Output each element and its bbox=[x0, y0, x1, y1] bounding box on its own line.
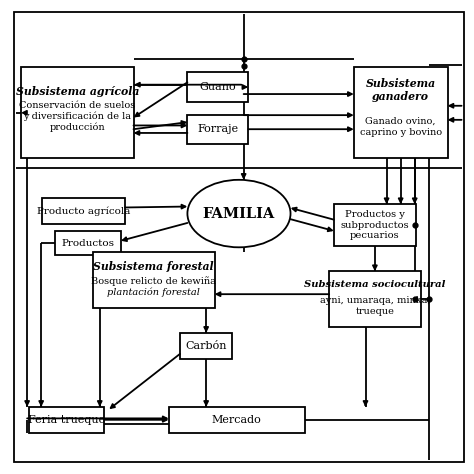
Text: Conservación de suelos
y diversificación de la
producción: Conservación de suelos y diversificación… bbox=[19, 101, 136, 132]
Text: Guano: Guano bbox=[200, 82, 236, 92]
FancyBboxPatch shape bbox=[28, 407, 104, 433]
Text: Productos y
subproductos
pecuarios: Productos y subproductos pecuarios bbox=[341, 210, 409, 240]
Text: Subsistema forestal: Subsistema forestal bbox=[93, 262, 214, 273]
Text: plantación forestal: plantación forestal bbox=[107, 288, 200, 297]
Text: FAMILIA: FAMILIA bbox=[203, 207, 275, 220]
Ellipse shape bbox=[187, 180, 291, 247]
FancyBboxPatch shape bbox=[354, 67, 447, 158]
Text: Subsistema
ganadero: Subsistema ganadero bbox=[365, 78, 436, 102]
Text: Forraje: Forraje bbox=[197, 124, 238, 134]
Text: ayni, umaraqa, minka,
trueque: ayni, umaraqa, minka, trueque bbox=[319, 296, 430, 316]
FancyBboxPatch shape bbox=[187, 73, 248, 101]
FancyBboxPatch shape bbox=[169, 407, 305, 433]
Text: Bosque relicto de kewiña: Bosque relicto de kewiña bbox=[91, 276, 216, 286]
Text: Subsistema sociocultural: Subsistema sociocultural bbox=[304, 280, 446, 289]
Text: Mercado: Mercado bbox=[212, 415, 262, 425]
FancyBboxPatch shape bbox=[21, 67, 134, 158]
FancyBboxPatch shape bbox=[187, 115, 248, 144]
FancyBboxPatch shape bbox=[334, 204, 416, 246]
FancyBboxPatch shape bbox=[14, 12, 464, 462]
FancyBboxPatch shape bbox=[42, 198, 125, 224]
Text: Ganado ovino,
caprino y bovino: Ganado ovino, caprino y bovino bbox=[360, 117, 442, 137]
Text: Carbón: Carbón bbox=[185, 341, 227, 351]
FancyBboxPatch shape bbox=[93, 253, 215, 308]
Text: Subsistema agrícola: Subsistema agrícola bbox=[16, 86, 139, 97]
FancyBboxPatch shape bbox=[329, 271, 420, 327]
Text: Producto agrícola: Producto agrícola bbox=[36, 207, 130, 216]
FancyBboxPatch shape bbox=[180, 333, 232, 359]
Text: Feria trueque: Feria trueque bbox=[28, 415, 105, 425]
FancyBboxPatch shape bbox=[55, 231, 121, 255]
Text: Productos: Productos bbox=[62, 238, 115, 247]
